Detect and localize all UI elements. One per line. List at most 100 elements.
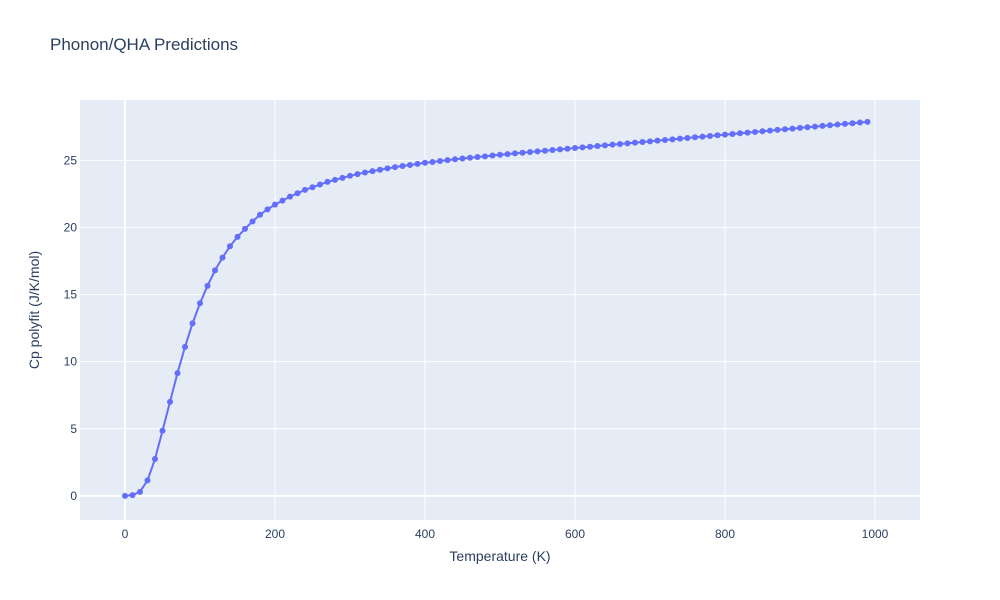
data-point[interactable] — [842, 120, 848, 127]
data-point[interactable] — [752, 128, 758, 135]
data-point[interactable] — [339, 174, 346, 181]
data-point[interactable] — [152, 455, 158, 462]
data-point[interactable] — [324, 178, 331, 185]
data-point[interactable] — [144, 477, 151, 484]
data-point[interactable] — [534, 148, 541, 155]
data-point[interactable] — [182, 343, 188, 350]
data-point[interactable] — [654, 137, 661, 144]
data-point[interactable] — [482, 153, 488, 160]
data-point[interactable] — [692, 134, 698, 141]
data-point[interactable] — [864, 118, 871, 125]
data-point[interactable] — [812, 123, 818, 130]
data-point[interactable] — [542, 147, 548, 154]
data-point[interactable] — [167, 398, 173, 405]
data-point[interactable] — [579, 144, 586, 151]
data-point[interactable] — [587, 143, 593, 150]
data-point[interactable] — [549, 147, 556, 154]
data-point[interactable] — [624, 140, 631, 147]
data-point[interactable] — [684, 134, 691, 141]
data-point[interactable] — [212, 267, 218, 274]
data-point[interactable] — [287, 193, 293, 200]
data-point[interactable] — [767, 127, 773, 134]
data-point[interactable] — [242, 225, 248, 232]
data-point[interactable] — [617, 141, 623, 148]
data-point[interactable] — [737, 130, 743, 137]
data-point[interactable] — [362, 169, 368, 176]
data-point[interactable] — [557, 146, 563, 153]
data-point[interactable] — [369, 168, 376, 175]
data-point[interactable] — [639, 139, 646, 145]
data-point[interactable] — [279, 197, 286, 204]
data-point[interactable] — [122, 492, 128, 499]
data-point[interactable] — [129, 492, 136, 499]
data-point[interactable] — [234, 233, 241, 240]
data-point[interactable] — [384, 165, 391, 172]
data-point[interactable] — [414, 160, 421, 167]
data-point[interactable] — [332, 176, 338, 183]
data-point[interactable] — [722, 131, 728, 138]
data-point[interactable] — [489, 152, 496, 159]
data-point[interactable] — [594, 143, 601, 150]
data-point[interactable] — [857, 119, 863, 126]
data-point[interactable] — [782, 126, 788, 133]
data-point[interactable] — [849, 120, 856, 127]
data-point[interactable] — [827, 122, 833, 129]
data-point[interactable] — [474, 154, 481, 161]
data-point[interactable] — [669, 136, 676, 143]
data-point[interactable] — [819, 122, 826, 129]
data-point[interactable] — [512, 150, 518, 157]
data-point[interactable] — [677, 135, 683, 142]
data-point[interactable] — [392, 164, 398, 171]
data-point[interactable] — [744, 129, 751, 136]
data-point[interactable] — [804, 124, 811, 131]
data-point[interactable] — [834, 121, 841, 128]
data-point[interactable] — [497, 151, 503, 158]
data-point[interactable] — [759, 128, 766, 135]
data-point[interactable] — [137, 488, 143, 495]
data-point[interactable] — [294, 190, 301, 197]
data-point[interactable] — [317, 181, 323, 188]
data-point[interactable] — [219, 254, 226, 261]
data-point[interactable] — [444, 157, 451, 164]
data-point[interactable] — [519, 149, 526, 156]
data-point[interactable] — [227, 243, 233, 250]
data-point[interactable] — [302, 186, 308, 193]
data-point[interactable] — [714, 132, 721, 139]
data-point[interactable] — [662, 136, 668, 143]
data-point[interactable] — [564, 145, 571, 152]
data-point[interactable] — [347, 172, 353, 179]
data-point[interactable] — [459, 155, 466, 162]
data-point[interactable] — [789, 125, 796, 132]
data-point[interactable] — [354, 171, 361, 178]
data-point[interactable] — [377, 166, 383, 173]
data-point[interactable] — [632, 139, 638, 146]
data-point[interactable] — [159, 427, 166, 434]
data-point[interactable] — [527, 149, 533, 156]
data-point[interactable] — [504, 151, 511, 158]
data-point[interactable] — [257, 211, 263, 218]
data-point[interactable] — [174, 370, 181, 377]
data-point[interactable] — [197, 300, 203, 307]
data-point[interactable] — [407, 161, 413, 168]
data-point[interactable] — [399, 163, 406, 170]
data-point[interactable] — [249, 218, 256, 225]
data-point[interactable] — [264, 206, 271, 213]
data-point[interactable] — [422, 159, 428, 166]
data-point[interactable] — [572, 145, 578, 152]
data-point[interactable] — [467, 154, 473, 161]
data-point[interactable] — [609, 141, 616, 148]
data-point[interactable] — [429, 158, 436, 165]
data-point[interactable] — [707, 132, 713, 139]
data-point[interactable] — [699, 133, 706, 140]
data-point[interactable] — [189, 320, 196, 327]
data-point[interactable] — [437, 158, 443, 165]
data-point[interactable] — [204, 282, 211, 289]
data-point[interactable] — [729, 130, 736, 137]
data-point[interactable] — [602, 142, 608, 149]
data-point[interactable] — [774, 126, 781, 133]
data-point[interactable] — [452, 156, 458, 163]
data-point[interactable] — [309, 184, 316, 191]
data-point[interactable] — [272, 201, 278, 208]
data-point[interactable] — [647, 138, 653, 145]
data-point[interactable] — [797, 124, 803, 131]
